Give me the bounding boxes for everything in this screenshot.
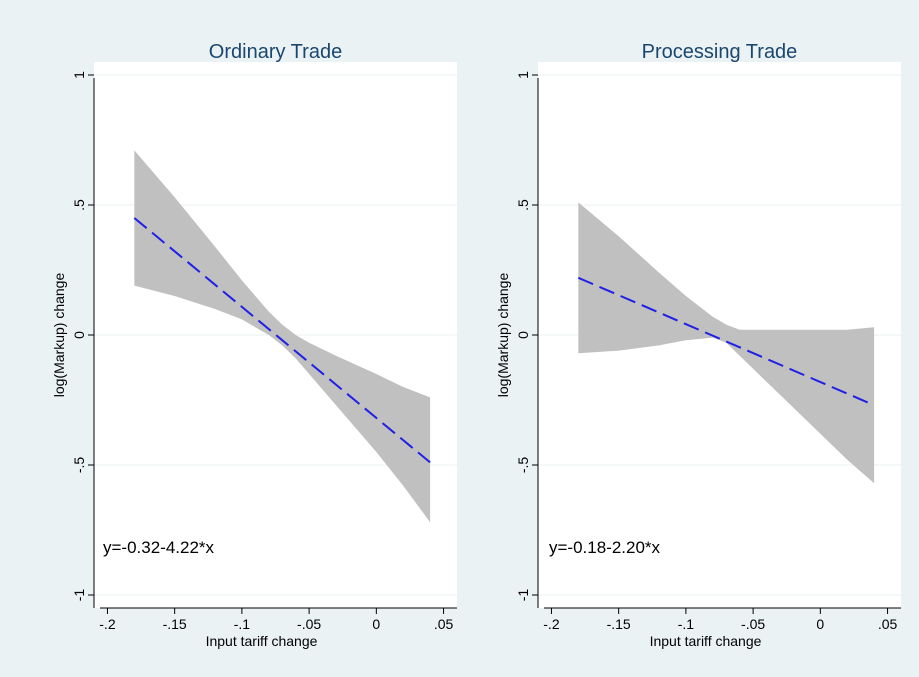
y-tick-label: 1 [515,71,531,79]
y-tick-label: 1 [71,71,87,79]
x-tick-label: -.05 [297,616,321,632]
fitted-line [577,276,875,407]
x-tick-label: -.15 [607,616,631,632]
x-tick-label: 0 [816,616,824,632]
panel-processing-trade: -.2 -.15 -.1 -.05 0 .05 -1 -.5 0 .5 1 Input tariff … [495,41,901,649]
x-tick-label: .05 [878,616,898,632]
x-tick-label: -.1 [678,616,695,632]
x-tick-label: -.05 [741,616,765,632]
y-axis-title: log(Markup) change [495,273,511,398]
y-tick-label: -.5 [71,457,87,474]
fitted-line [133,217,431,464]
x-axis-title: Input tariff change [206,633,318,649]
chart-title: Ordinary Trade [209,41,342,63]
x-axis-title: Input tariff change [650,633,762,649]
y-tick-label: .5 [71,199,87,211]
x-tick-label: .05 [434,616,454,632]
panel-ordinary-trade: -.2 -.15 -.1 -.05 0 .05 -1 -.5 0 .5 1 Input tariff … [51,41,457,649]
x-tick-label: -.1 [234,616,251,632]
y-tick-label: .5 [515,199,531,211]
y-axis-title: log(Markup) change [51,273,67,398]
x-tick-label: -.2 [99,616,116,632]
chart-title: Processing Trade [642,41,798,63]
x-tick-label: 0 [372,616,380,632]
confidence-band [134,150,431,523]
y-tick-label: -.5 [515,457,531,474]
y-tick-label: -1 [71,589,87,602]
x-tick-label: -.15 [163,616,187,632]
y-tick-label: 0 [515,331,531,339]
x-tick-label: -.2 [543,616,560,632]
regression-equation: y=-0.18-2.20*x [549,538,661,557]
confidence-band [578,202,875,484]
y-tick-label: 0 [71,331,87,339]
regression-equation: y=-0.32-4.22*x [103,538,215,557]
y-tick-label: -1 [515,589,531,602]
